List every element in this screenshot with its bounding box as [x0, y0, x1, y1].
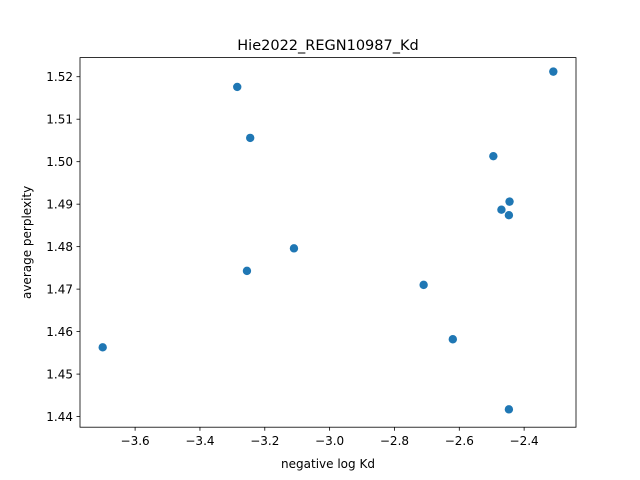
data-point [505, 197, 514, 206]
y-tick-label: 1.49 [46, 197, 73, 211]
data-point [497, 205, 506, 214]
data-point [242, 266, 252, 276]
plot-frame [79, 57, 577, 428]
y-tick-label: 1.51 [46, 113, 73, 127]
x-tick-label: −3.0 [315, 434, 344, 448]
x-tick-label: −2.8 [380, 434, 409, 448]
x-axis: −3.6 −3.4 −3.2 −3.0 −2.8 −2.6 −2.4 [121, 427, 539, 448]
y-tick-label: 1.44 [46, 410, 73, 424]
data-point [289, 244, 299, 253]
data-point [98, 343, 107, 352]
x-tick-label: −2.4 [510, 434, 539, 448]
data-points [98, 67, 558, 414]
data-point [245, 133, 255, 143]
y-tick-label: 1.47 [46, 282, 73, 296]
data-point [504, 211, 514, 220]
x-tick-label: −3.6 [121, 434, 150, 448]
x-tick-label: −3.4 [185, 434, 214, 448]
y-tick-label: 1.52 [46, 70, 73, 84]
x-axis-label: negative log Kd [281, 457, 375, 471]
y-tick-label: 1.46 [46, 325, 73, 339]
data-point [549, 67, 558, 76]
data-point [504, 405, 514, 414]
y-tick-label: 1.48 [46, 240, 73, 254]
chart-title: Hie2022_REGN10987_Kd [237, 38, 418, 54]
data-point [448, 335, 458, 344]
data-point [489, 151, 498, 161]
y-axis-label: average perplexity [20, 186, 34, 299]
y-axis: 1.44 1.45 1.46 1.47 1.48 1.49 1.50 1.51 1.52 [46, 70, 80, 424]
x-tick-label: −3.2 [250, 434, 279, 448]
y-tick-label: 1.50 [46, 155, 73, 169]
x-tick-label: −2.6 [445, 434, 474, 448]
y-tick-label: 1.45 [46, 367, 73, 381]
data-point [233, 82, 242, 92]
data-point [419, 280, 428, 290]
